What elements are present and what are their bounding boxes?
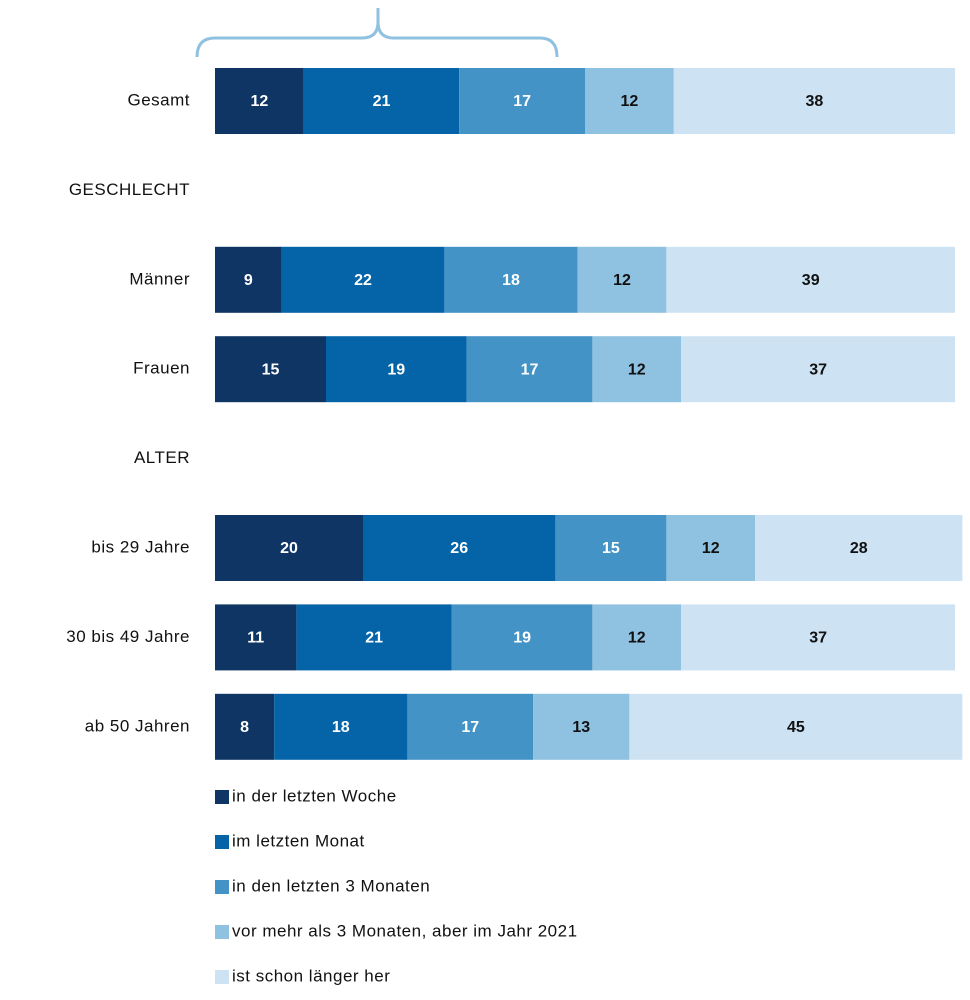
legend-label: in den letzten 3 Monaten — [232, 876, 430, 895]
bar-segment — [533, 693, 630, 760]
bar-segment — [215, 68, 304, 134]
value-label: 20 — [280, 540, 298, 557]
bar-segment — [592, 604, 682, 671]
category-label: Gesamt — [127, 90, 190, 109]
value-label: 8 — [240, 719, 249, 736]
legend-swatch — [215, 880, 229, 894]
bar-segment — [296, 604, 452, 671]
value-label: 37 — [809, 361, 827, 378]
value-label: 12 — [628, 361, 646, 378]
bar-segment — [215, 336, 326, 403]
legend-swatch — [215, 790, 229, 804]
brace — [195, 8, 559, 58]
bar-segment — [303, 68, 460, 134]
legend-swatch — [215, 970, 229, 984]
bar-segment — [592, 336, 682, 403]
category-label: bis 29 Jahre — [91, 537, 190, 556]
legend-swatch — [215, 925, 229, 939]
value-label: 12 — [628, 630, 646, 647]
bar-segment — [555, 515, 667, 581]
bar-segment — [215, 515, 363, 581]
value-label: 9 — [244, 272, 253, 289]
value-label: 15 — [602, 540, 620, 557]
bar-segment — [451, 604, 593, 671]
bar-segment — [215, 246, 282, 313]
category-label: ab 50 Jahren — [85, 716, 190, 735]
bar-segment — [681, 336, 955, 403]
value-label: 11 — [247, 630, 264, 647]
legend-label: vor mehr als 3 Monaten, aber im Jahr 202… — [232, 921, 578, 940]
bar-segment — [585, 68, 674, 134]
bar-segment — [466, 336, 593, 403]
value-label: 37 — [809, 630, 827, 647]
value-label: 18 — [332, 719, 350, 736]
value-label: 38 — [806, 93, 824, 110]
bar-segment — [363, 515, 556, 581]
bar-segment — [755, 515, 963, 581]
legend-label: in der letzten Woche — [232, 786, 397, 805]
value-label: 13 — [572, 719, 590, 736]
value-label: 45 — [787, 719, 805, 736]
bar-segment — [281, 246, 445, 313]
category-label: GESCHLECHT — [69, 180, 190, 199]
bar-segment — [629, 693, 963, 760]
value-label: 18 — [502, 272, 520, 289]
value-label: 21 — [373, 93, 391, 110]
value-label: 28 — [850, 540, 868, 557]
value-label: 12 — [621, 93, 639, 110]
bar-segment — [215, 604, 297, 671]
bar-segment — [407, 693, 534, 760]
bar-segment — [444, 246, 578, 313]
value-label: 15 — [262, 361, 280, 378]
bar-segment — [666, 515, 756, 581]
value-label: 22 — [354, 272, 372, 289]
value-label: 19 — [387, 361, 405, 378]
category-label: Männer — [129, 269, 190, 288]
value-label: 12 — [702, 540, 720, 557]
value-label: 17 — [513, 93, 531, 110]
bar-segment — [666, 246, 955, 313]
legend-label: ist schon länger her — [232, 966, 390, 985]
bar-segment — [459, 68, 585, 134]
bar-segment — [673, 68, 955, 134]
value-label: 19 — [513, 630, 531, 647]
value-label: 21 — [365, 630, 383, 647]
bar-segment — [215, 693, 275, 760]
legend-label: im letzten Monat — [232, 831, 365, 850]
category-label: Frauen — [133, 359, 190, 378]
value-label: 12 — [251, 93, 269, 110]
value-label: 17 — [461, 719, 479, 736]
value-label: 39 — [802, 272, 820, 289]
legend-swatch — [215, 835, 229, 849]
category-label: 30 bis 49 Jahre — [66, 627, 190, 646]
bar-segment — [681, 604, 955, 671]
bar-segment — [577, 246, 667, 313]
value-label: 17 — [521, 361, 539, 378]
bar-segment — [274, 693, 408, 760]
value-label: 26 — [450, 540, 468, 557]
category-label: ALTER — [134, 448, 190, 467]
bar-segment — [326, 336, 467, 403]
value-label: 12 — [613, 272, 631, 289]
